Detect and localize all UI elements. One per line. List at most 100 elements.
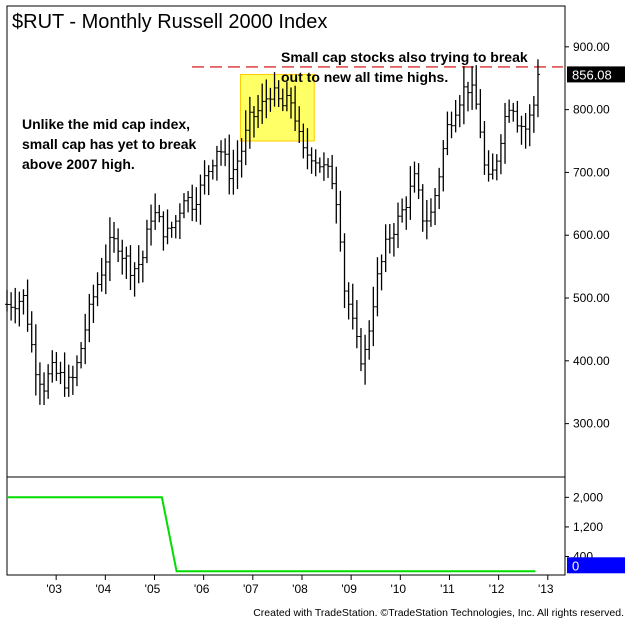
ohlc-bar — [338, 190, 343, 252]
ohlc-bar — [194, 187, 199, 222]
ohlc-bar — [58, 361, 63, 385]
x-tick-label: '05 — [145, 582, 161, 596]
x-tick-label: '03 — [46, 582, 62, 596]
x-tick-label: '06 — [194, 582, 210, 596]
ohlc-bar — [297, 106, 302, 143]
x-tick-label: '07 — [243, 582, 259, 596]
ohlc-bar — [13, 287, 18, 324]
last-value-box — [567, 66, 625, 83]
ohlc-bar — [149, 204, 154, 246]
last-value-label: 856.08 — [572, 67, 612, 82]
y-tick-label: 800.00 — [573, 103, 610, 117]
ohlc-bar — [247, 96, 252, 149]
ohlc-bar — [177, 203, 182, 240]
sub-last-value-label: 0 — [572, 558, 579, 573]
ohlc-bar — [136, 245, 141, 284]
ohlc-bar — [140, 250, 145, 283]
ohlc-bar — [256, 95, 261, 129]
ohlc-bar — [358, 328, 363, 372]
ohlc-bar — [66, 364, 71, 397]
ohlc-bar — [132, 262, 137, 297]
ohlc-bar — [391, 223, 396, 257]
indicator-panel — [6, 476, 566, 576]
ohlc-bar — [461, 66, 466, 125]
ohlc-bar — [412, 161, 417, 193]
ohlc-bar — [465, 81, 470, 112]
ohlc-bar — [186, 191, 191, 213]
ohlc-bar — [313, 149, 318, 177]
annotation-left-line: above 2007 high. — [22, 156, 135, 172]
ohlc-bar — [206, 165, 211, 196]
ohlc-bar — [478, 89, 483, 139]
ohlc-bar — [33, 324, 38, 396]
ohlc-bar — [519, 115, 524, 145]
ohlc-bar — [326, 158, 331, 178]
ohlc-bar — [9, 292, 14, 321]
ohlc-bar — [54, 352, 59, 381]
ohlc-bar — [433, 187, 438, 226]
ohlc-bar — [260, 83, 265, 124]
price-bars — [5, 59, 540, 406]
ohlc-bar — [396, 202, 401, 249]
y-tick-label: 900.00 — [573, 40, 610, 54]
ohlc-bar — [305, 128, 310, 170]
y-tick-label: 700.00 — [573, 165, 610, 179]
ohlc-bar — [531, 95, 536, 133]
annotation-left-line: Unlike the mid cap index, — [22, 116, 190, 132]
ohlc-bar — [165, 209, 170, 245]
ohlc-bar — [321, 152, 326, 181]
ohlc-bar — [527, 104, 532, 147]
ohlc-bar — [494, 154, 499, 181]
ohlc-bar — [210, 159, 215, 180]
ohlc-bar — [379, 254, 384, 291]
x-tick-label: '11 — [440, 582, 455, 596]
x-tick-label: '09 — [341, 582, 357, 596]
annotation-left-line: small cap has yet to break — [22, 136, 197, 152]
ohlc-bar — [375, 257, 380, 317]
ohlc-bar — [498, 134, 503, 175]
ohlc-bar — [523, 112, 528, 149]
ohlc-bar — [116, 228, 121, 263]
ohlc-bar — [5, 290, 9, 312]
ohlc-bar — [400, 198, 405, 223]
ohlc-bar — [235, 140, 240, 190]
ohlc-bar — [251, 105, 256, 138]
ohlc-bar — [190, 184, 195, 222]
ohlc-bar — [239, 138, 244, 178]
ohlc-bar — [424, 199, 429, 240]
ohlc-bar — [367, 320, 372, 360]
ohlc-bar — [25, 279, 30, 332]
ohlc-bar — [219, 140, 224, 166]
ohlc-bar — [330, 154, 335, 190]
ohlc-bar — [503, 102, 508, 164]
ohlc-bar — [280, 88, 285, 112]
ohlc-bar — [46, 364, 51, 399]
sub-y-tick-label: 2,000 — [573, 490, 603, 504]
sub-y-tick-label: 1,200 — [573, 520, 603, 534]
ohlc-bar — [293, 85, 298, 132]
ohlc-bar — [268, 87, 273, 112]
sub-last-value-box — [567, 557, 625, 574]
ohlc-bar — [87, 293, 92, 343]
ohlc-bar — [198, 174, 203, 225]
ohlc-bar — [107, 217, 112, 282]
ohlc-bar — [243, 110, 248, 166]
ohlc-bar — [449, 111, 454, 139]
y-tick-label: 500.00 — [573, 291, 610, 305]
ohlc-bar — [227, 134, 232, 195]
ohlc-bar — [17, 291, 22, 327]
ohlc-bar — [95, 272, 100, 307]
ohlc-bar — [181, 193, 186, 219]
ohlc-bar — [301, 123, 306, 159]
y-tick-label: 600.00 — [573, 228, 610, 242]
ohlc-bar — [276, 80, 281, 107]
ohlc-bar — [511, 102, 516, 122]
ohlc-bar — [428, 198, 433, 227]
ohlc-bar — [83, 313, 88, 365]
indicator-line — [7, 496, 536, 573]
ohlc-bar — [383, 224, 388, 273]
ohlc-bar — [437, 167, 442, 210]
ohlc-bar — [334, 166, 339, 224]
ohlc-bar — [128, 245, 133, 291]
ohlc-bar — [453, 99, 458, 133]
